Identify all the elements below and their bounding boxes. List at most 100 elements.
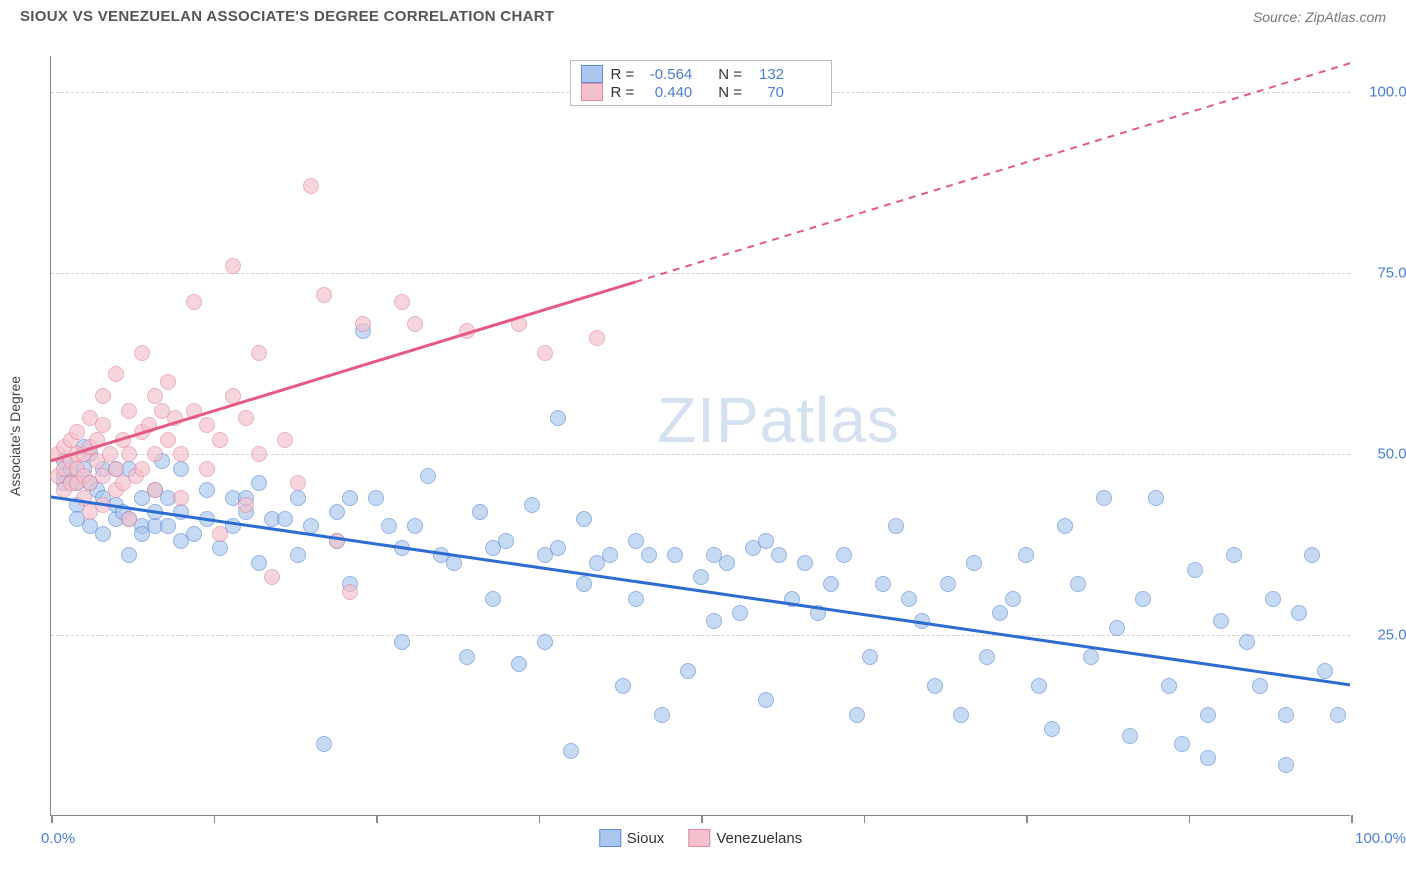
data-point <box>251 345 267 361</box>
data-point <box>141 417 157 433</box>
data-point <box>446 555 462 571</box>
data-point <box>407 518 423 534</box>
data-point <box>212 432 228 448</box>
data-point <box>264 569 280 585</box>
data-point <box>420 468 436 484</box>
data-point <box>511 316 527 332</box>
data-point <box>121 547 137 563</box>
data-point <box>901 591 917 607</box>
chart-title: SIOUX VS VENEZUELAN ASSOCIATE'S DEGREE C… <box>20 8 554 25</box>
data-point <box>706 613 722 629</box>
data-point <box>1317 663 1333 679</box>
r-value: 0.440 <box>642 84 692 101</box>
data-point <box>134 345 150 361</box>
x-tick <box>214 815 216 823</box>
data-point <box>628 591 644 607</box>
data-point <box>1096 490 1112 506</box>
data-point <box>173 461 189 477</box>
data-point <box>199 461 215 477</box>
data-point <box>979 649 995 665</box>
legend-item: Sioux <box>599 829 665 847</box>
data-point <box>1044 721 1060 737</box>
data-point <box>238 497 254 513</box>
data-point <box>1148 490 1164 506</box>
data-point <box>602 547 618 563</box>
data-point <box>485 591 501 607</box>
data-point <box>667 547 683 563</box>
data-point <box>407 316 423 332</box>
data-point <box>732 605 748 621</box>
data-point <box>1278 707 1294 723</box>
data-point <box>1057 518 1073 534</box>
data-point <box>238 410 254 426</box>
data-point <box>89 432 105 448</box>
data-point <box>459 649 475 665</box>
r-label: R = <box>611 84 635 101</box>
data-point <box>186 294 202 310</box>
data-point <box>524 497 540 513</box>
data-point <box>199 511 215 527</box>
data-point <box>511 656 527 672</box>
data-point <box>758 692 774 708</box>
data-point <box>966 555 982 571</box>
data-point <box>771 547 787 563</box>
data-point <box>251 446 267 462</box>
series-legend: SiouxVenezuelans <box>599 829 802 847</box>
data-point <box>576 576 592 592</box>
data-point <box>147 446 163 462</box>
x-tick <box>1351 815 1353 823</box>
x-axis-max-label: 100.0% <box>1355 830 1406 847</box>
data-point <box>329 504 345 520</box>
data-point <box>849 707 865 723</box>
data-point <box>1226 547 1242 563</box>
x-tick <box>539 815 541 823</box>
y-tick-label: 25.0% <box>1360 627 1406 644</box>
data-point <box>381 518 397 534</box>
data-point <box>121 403 137 419</box>
data-point <box>329 533 345 549</box>
data-point <box>303 518 319 534</box>
legend-series-label: Sioux <box>627 830 665 847</box>
data-point <box>277 511 293 527</box>
data-point <box>95 526 111 542</box>
data-point <box>303 178 319 194</box>
x-tick <box>864 815 866 823</box>
x-tick <box>1189 815 1191 823</box>
y-tick-label: 50.0% <box>1360 446 1406 463</box>
data-point <box>108 366 124 382</box>
n-label: N = <box>718 66 742 83</box>
data-point <box>69 424 85 440</box>
data-point <box>1304 547 1320 563</box>
data-point <box>95 497 111 513</box>
data-point <box>290 475 306 491</box>
data-point <box>251 475 267 491</box>
data-point <box>394 634 410 650</box>
data-point <box>342 490 358 506</box>
n-label: N = <box>718 84 742 101</box>
data-point <box>316 736 332 752</box>
data-point <box>160 432 176 448</box>
data-point <box>368 490 384 506</box>
data-point <box>537 634 553 650</box>
data-point <box>810 605 826 621</box>
data-point <box>498 533 514 549</box>
x-tick <box>51 815 53 823</box>
data-point <box>121 511 137 527</box>
data-point <box>862 649 878 665</box>
data-point <box>1018 547 1034 563</box>
data-point <box>95 417 111 433</box>
data-point <box>355 316 371 332</box>
legend-swatch <box>599 829 621 847</box>
data-point <box>537 345 553 361</box>
data-point <box>1200 750 1216 766</box>
data-point <box>173 504 189 520</box>
data-point <box>719 555 735 571</box>
data-point <box>888 518 904 534</box>
data-point <box>1330 707 1346 723</box>
data-point <box>1070 576 1086 592</box>
x-tick <box>376 815 378 823</box>
data-point <box>394 540 410 556</box>
data-point <box>1161 678 1177 694</box>
data-point <box>472 504 488 520</box>
data-point <box>875 576 891 592</box>
